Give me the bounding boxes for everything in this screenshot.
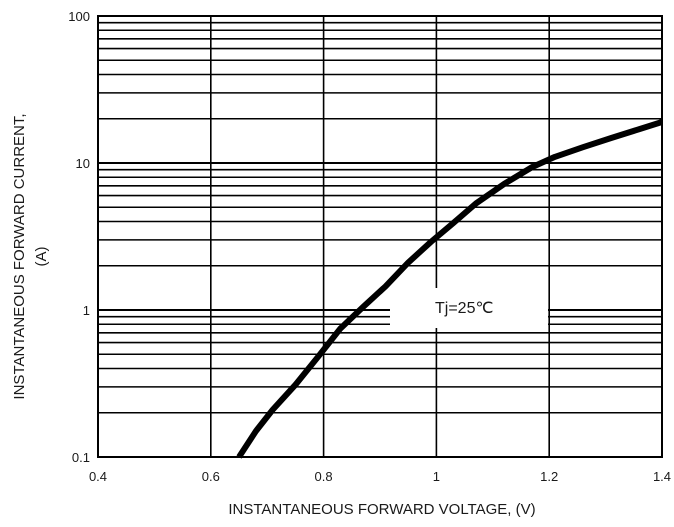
plot-border	[97, 15, 663, 458]
x-tick-labels: 0.4 0.6 0.8 1 1.2 1.4	[89, 469, 671, 484]
y-tick-label: 100	[68, 9, 90, 24]
x-tick-label: 0.8	[315, 469, 333, 484]
y-tick-label: 0.1	[72, 450, 90, 465]
y-axis-label-line-1: INSTANTANEOUS FORWARD CURRENT,	[11, 113, 28, 399]
y-tick-label: 10	[76, 156, 90, 171]
x-tick-label: 0.4	[89, 469, 107, 484]
y-tick-labels: 0.1 1 10 100	[68, 9, 90, 465]
grid	[97, 15, 663, 458]
x-tick-label: 1	[433, 469, 440, 484]
annotation: Tj=25℃	[390, 288, 548, 328]
x-axis-label: INSTANTANEOUS FORWARD VOLTAGE, (V)	[228, 501, 535, 518]
annotation-label: Tj=25℃	[435, 300, 493, 317]
x-tick-label: 0.6	[202, 469, 220, 484]
annotation-background	[390, 288, 548, 328]
y-axis-label-line-2: (A)	[33, 247, 50, 267]
series-line	[236, 119, 663, 459]
x-tick-label: 1.4	[653, 469, 671, 484]
y-tick-label: 1	[83, 303, 90, 318]
series	[236, 119, 663, 459]
x-tick-label: 1.2	[540, 469, 558, 484]
plot-frame	[97, 15, 663, 458]
